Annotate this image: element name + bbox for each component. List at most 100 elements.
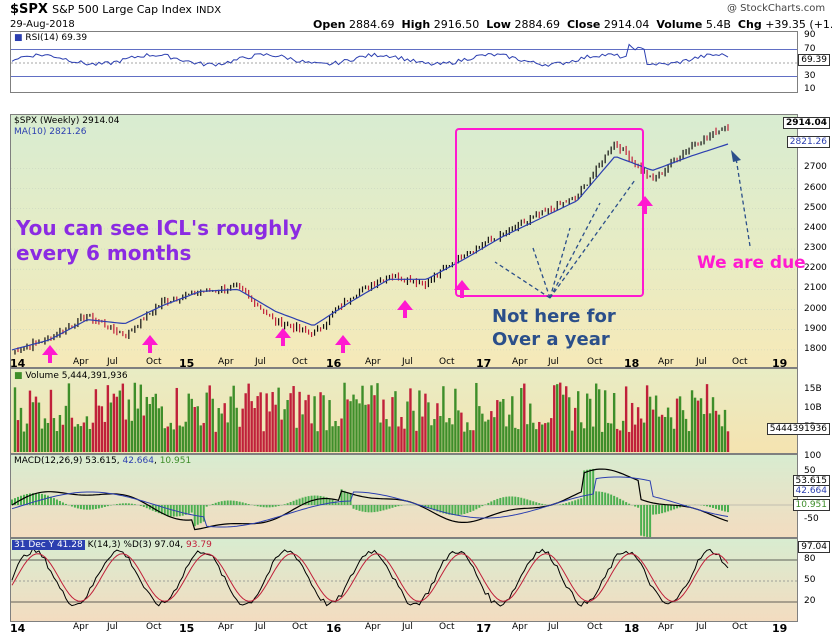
macd-hist-bar xyxy=(76,505,79,509)
volume-bar xyxy=(202,422,205,452)
macd-hist-bar xyxy=(610,494,613,505)
not-here-annotation: Not here for Over a year xyxy=(492,306,616,350)
stockcharts-watermark: @ StockCharts.com xyxy=(727,3,826,14)
macd-hist-bar xyxy=(400,505,403,506)
ma-label: MA(10) 2821.26 xyxy=(14,127,87,137)
volume-bar xyxy=(544,423,547,452)
volume-bar xyxy=(37,402,41,452)
macd-hist-bar xyxy=(514,496,517,505)
volume-bar xyxy=(310,423,313,452)
volume-bar xyxy=(523,383,526,452)
volume-bar xyxy=(418,390,421,452)
macd-hist-bar xyxy=(454,505,457,516)
volume-bar xyxy=(580,422,583,452)
price-x-tick: Apr xyxy=(658,357,674,367)
volume-bar xyxy=(43,418,47,452)
volume-bar xyxy=(412,410,415,452)
volume-bar xyxy=(627,431,631,452)
icl-arrow xyxy=(335,335,351,353)
macd-hist-bar xyxy=(148,505,151,510)
macd-hist-bar xyxy=(538,503,541,505)
macd-hist-bar xyxy=(46,495,49,505)
macd-hist-bar xyxy=(460,505,463,515)
macd-hist-bar xyxy=(166,505,169,516)
dashed-pointer xyxy=(549,202,601,299)
volume-bar xyxy=(391,397,394,452)
macd-hist-bar xyxy=(73,505,76,508)
volume-bar xyxy=(651,409,655,452)
stoch-value-tag: 97.04 xyxy=(798,541,830,553)
macd-hist-bar xyxy=(217,501,220,505)
stoch-label: 31 Dec Y 41.28 K(14,3) %D(3) 97.04, 93.7… xyxy=(12,540,212,550)
macd-hist-bar xyxy=(196,505,199,525)
volume-bar xyxy=(630,402,634,452)
volume-bar xyxy=(529,403,532,452)
volume-bar xyxy=(562,394,565,452)
macd-hist-bar xyxy=(244,503,247,505)
volume-bar xyxy=(331,426,334,452)
volume-bar xyxy=(672,428,676,452)
volume-bar xyxy=(142,415,146,452)
macd-hist-bar xyxy=(241,502,244,505)
volume-bar xyxy=(346,399,349,452)
volume-bar xyxy=(85,416,89,452)
macd-hist-bar xyxy=(91,505,94,510)
macd-hist-bar xyxy=(724,505,727,512)
volume-bar xyxy=(370,385,373,452)
macd-hist-bar xyxy=(52,498,55,505)
macd-hist-bar xyxy=(70,505,73,507)
rsi-label: ■ RSI(14) 69.39 xyxy=(14,33,88,43)
macd-hist-bar xyxy=(301,497,304,505)
volume-bar xyxy=(97,405,101,452)
icl-arrow xyxy=(275,328,291,346)
macd-hist-bar xyxy=(262,505,265,508)
volume-bar xyxy=(675,398,679,452)
macd-hist-bar xyxy=(49,496,52,505)
price-x-tick: Jul xyxy=(696,357,707,367)
volume-bar xyxy=(67,383,71,452)
price-axis-tick: 2400 xyxy=(804,222,827,233)
volume-bar xyxy=(493,417,496,452)
macd-hist-bar xyxy=(490,501,493,505)
price-x-tick: Apr xyxy=(218,357,234,367)
macd-hist-bar xyxy=(508,496,511,505)
macd-hist-bar xyxy=(181,505,184,516)
volume-bar xyxy=(283,409,286,452)
macd-hist-bar xyxy=(370,505,373,513)
macd-hist-bar xyxy=(199,505,202,524)
macd-hist-bar xyxy=(265,505,268,508)
volume-bar xyxy=(61,424,65,452)
volume-bar xyxy=(352,394,355,452)
volume-bar xyxy=(565,386,568,452)
macd-hist-bar xyxy=(328,498,331,505)
macd-hist-bar xyxy=(22,494,25,505)
price-x-tick: 17 xyxy=(476,357,492,370)
bottom-x-tick: Apr xyxy=(365,622,381,632)
volume-bar xyxy=(355,399,358,452)
volume-bar xyxy=(559,382,562,452)
macd-hist-bar xyxy=(721,505,724,511)
volume-bar xyxy=(633,424,637,452)
macd-hist-bar xyxy=(646,505,649,537)
bottom-x-tick: Apr xyxy=(658,622,674,632)
icl-arrow xyxy=(397,300,413,318)
volume-bar xyxy=(76,424,80,452)
macd-hist-bar xyxy=(205,505,208,507)
macd-hist-bar xyxy=(559,504,562,505)
macd-hist-bar xyxy=(235,501,238,505)
volume-bar xyxy=(274,404,277,452)
volume-bar xyxy=(666,407,670,452)
volume-bar xyxy=(433,419,436,452)
volume-bar xyxy=(55,431,59,452)
macd-hist-bar xyxy=(718,505,721,510)
macd-hist-bar xyxy=(385,505,388,510)
stoch-k-path xyxy=(11,547,729,607)
bottom-x-tick: Oct xyxy=(732,622,748,632)
macd-hist-bar xyxy=(88,505,91,510)
macd-hist-bar xyxy=(517,497,520,505)
macd-hist-bar xyxy=(628,503,631,505)
macd-hist-bar xyxy=(79,505,82,510)
price-axis-tick: 2700 xyxy=(804,162,827,173)
macd-hist-bar xyxy=(592,468,595,505)
ohlc-readout: Open 2884.69 High 2916.50 Low 2884.69 Cl… xyxy=(313,18,832,31)
